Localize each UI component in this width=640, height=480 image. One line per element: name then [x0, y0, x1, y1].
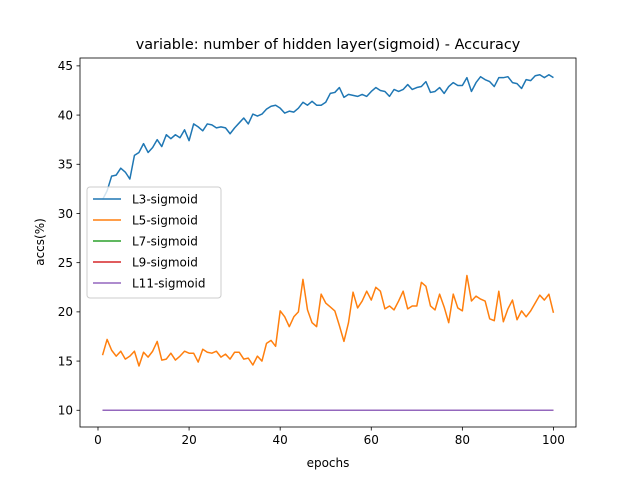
- x-tick-label: 100: [542, 433, 565, 447]
- y-axis-ticks: 10 15 20 25 30 35 40 45: [58, 59, 80, 418]
- x-tick-label: 40: [273, 433, 288, 447]
- legend-entry-label: L9-sigmoid: [132, 256, 198, 270]
- legend-entry-label: L3-sigmoid: [132, 193, 198, 207]
- legend-entry-label: L11-sigmoid: [132, 277, 205, 291]
- axes-frame: [79, 57, 577, 428]
- x-tick-label: 20: [181, 433, 196, 447]
- legend-entry-label: L5-sigmoid: [132, 214, 198, 228]
- legend: L3-sigmoid L5-sigmoid L7-sigmoid L9-sigmoid…: [86, 186, 222, 299]
- y-tick-label: 45: [58, 59, 73, 73]
- y-tick-label: 20: [58, 305, 73, 319]
- x-tick-label: 80: [455, 433, 470, 447]
- y-axis-label: accs(%): [33, 218, 47, 266]
- legend-box: [86, 186, 222, 299]
- y-tick-label: 30: [58, 207, 73, 221]
- y-tick-label: 35: [58, 158, 73, 172]
- y-tick-label: 25: [58, 256, 73, 270]
- y-tick-label: 10: [58, 404, 73, 418]
- x-tick-label: 60: [364, 433, 379, 447]
- x-axis-ticks: 0 20 40 60 80 100: [94, 427, 565, 447]
- series-line-l5-sigmoid: [101, 274, 555, 367]
- x-axis-label: epochs: [307, 456, 350, 470]
- legend-entry-label: L7-sigmoid: [132, 235, 198, 249]
- chart-title: variable: number of hidden layer(sigmoid…: [136, 37, 521, 53]
- plot-area: [101, 73, 555, 412]
- x-tick-label: 0: [94, 433, 102, 447]
- y-tick-label: 15: [58, 354, 73, 368]
- y-tick-label: 40: [58, 108, 73, 122]
- series-line-l3-sigmoid: [101, 73, 554, 201]
